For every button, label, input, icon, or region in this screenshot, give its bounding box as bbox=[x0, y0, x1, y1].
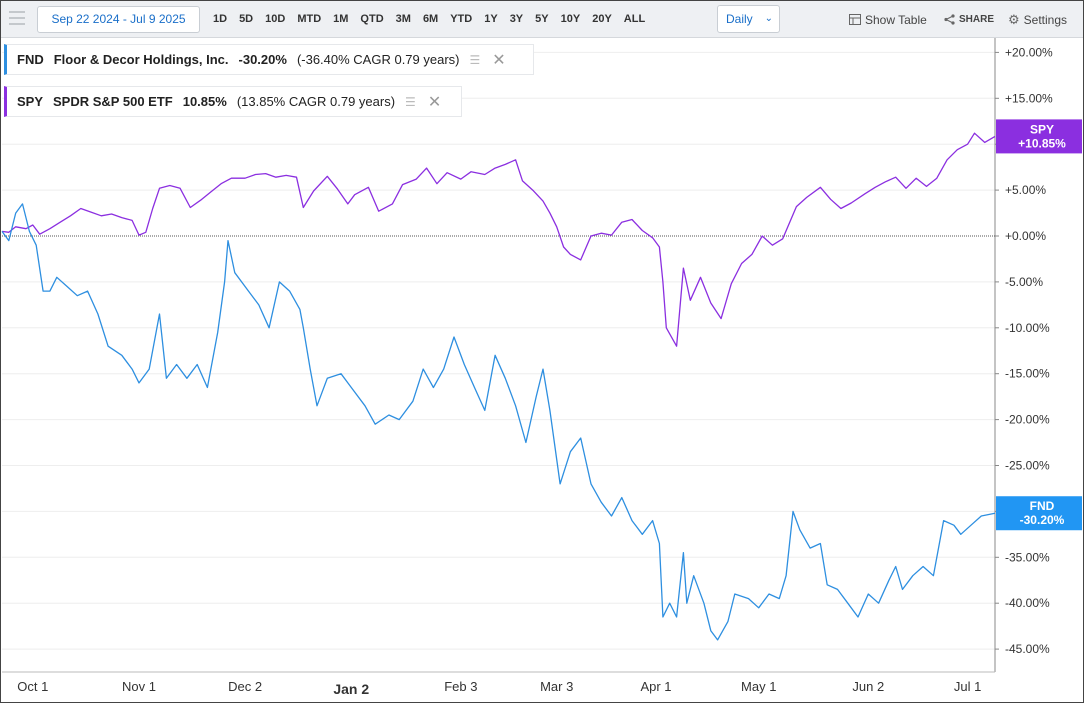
range-button-1y[interactable]: 1Y bbox=[484, 13, 498, 25]
x-tick-label: Jul 1 bbox=[954, 679, 981, 694]
gear-icon: ⚙ bbox=[1008, 11, 1020, 27]
legend-change: 10.85% bbox=[182, 94, 227, 109]
range-button-10d[interactable]: 10D bbox=[265, 13, 286, 25]
x-tick-label: Apr 1 bbox=[640, 679, 671, 694]
gridlines bbox=[2, 51, 999, 650]
x-tick-label: Dec 2 bbox=[228, 679, 262, 694]
y-tick-label: -25.00% bbox=[1005, 459, 1050, 473]
chevron-down-icon: ⌄ bbox=[764, 13, 773, 24]
x-tick-label: Oct 1 bbox=[17, 679, 48, 694]
price-tag-ticker: FND bbox=[1030, 499, 1055, 513]
range-buttons: 1D 5D 10D MTD 1M QTD 3M 6M YTD 1Y 3Y 5Y 10Y 20Y ALL bbox=[207, 1, 651, 38]
x-tick-label: Feb 3 bbox=[444, 679, 477, 694]
settings-button[interactable]: ⚙ Settings bbox=[1008, 1, 1067, 38]
range-button-all[interactable]: ALL bbox=[623, 13, 646, 25]
range-button-6m[interactable]: 6M bbox=[422, 13, 439, 25]
show-table-button[interactable]: Show Table bbox=[849, 1, 927, 38]
settings-label: Settings bbox=[1023, 12, 1068, 27]
y-tick-label: +5.00% bbox=[1005, 183, 1046, 197]
legend-ticker: FND bbox=[17, 52, 44, 67]
range-button-1d[interactable]: 1D bbox=[213, 13, 228, 25]
layers-icon[interactable]: ☰ bbox=[405, 94, 416, 109]
series-line-spy bbox=[1, 132, 996, 347]
range-button-20y[interactable]: 20Y bbox=[592, 13, 612, 25]
range-button-qtd[interactable]: QTD bbox=[360, 13, 384, 25]
close-icon[interactable]: ✕ bbox=[427, 93, 442, 111]
legend-row-spy[interactable]: SPY SPDR S&P 500 ETF 10.85% (13.85% CAGR… bbox=[4, 86, 462, 117]
legend-cagr: (13.85% CAGR 0.79 years) bbox=[236, 94, 396, 109]
legend-name: Floor & Decor Holdings, Inc. bbox=[53, 52, 229, 67]
y-tick-label: +15.00% bbox=[1005, 91, 1053, 105]
x-tick-label: Jan 2 bbox=[333, 681, 369, 697]
x-tick-label: Mar 3 bbox=[540, 679, 573, 694]
layers-icon[interactable]: ☰ bbox=[469, 52, 481, 67]
y-tick-label: -15.00% bbox=[1005, 367, 1050, 381]
price-tag-bg bbox=[996, 119, 1082, 154]
range-button-mtd[interactable]: MTD bbox=[297, 13, 322, 25]
interval-label: Daily bbox=[726, 12, 753, 26]
range-button-5d[interactable]: 5D bbox=[239, 13, 254, 25]
x-tick-label: Nov 1 bbox=[122, 679, 156, 694]
x-tick-label: Jun 2 bbox=[852, 679, 884, 694]
share-button[interactable]: SHARE bbox=[944, 1, 994, 38]
legend-name: SPDR S&P 500 ETF bbox=[53, 94, 173, 109]
y-tick-label: -10.00% bbox=[1005, 321, 1050, 335]
legend-change: -30.20% bbox=[238, 52, 287, 67]
series-group bbox=[1, 132, 996, 641]
legend-ticker: SPY bbox=[17, 94, 44, 109]
menu-icon[interactable] bbox=[9, 11, 25, 25]
y-tick-label: -45.00% bbox=[1005, 642, 1050, 656]
interval-select[interactable]: Daily ⌄ bbox=[717, 5, 780, 33]
x-tick-label: May 1 bbox=[741, 679, 776, 694]
legend-cagr: (-36.40% CAGR 0.79 years) bbox=[296, 52, 460, 67]
range-button-ytd[interactable]: YTD bbox=[450, 13, 473, 25]
range-button-3m[interactable]: 3M bbox=[395, 13, 411, 25]
range-button-3y[interactable]: 3Y bbox=[509, 13, 524, 25]
share-label: SHARE bbox=[959, 13, 995, 25]
legend-row-fnd[interactable]: FND Floor & Decor Holdings, Inc. -30.20%… bbox=[4, 44, 534, 75]
show-table-label: Show Table bbox=[865, 12, 927, 27]
y-tick-label: +0.00% bbox=[1005, 229, 1046, 243]
chart-toolbar: Sep 22 2024 - Jul 9 2025 1D 5D 10D MTD 1M QTD… bbox=[1, 1, 1083, 38]
y-tick-label: -40.00% bbox=[1005, 596, 1050, 610]
date-range-picker[interactable]: Sep 22 2024 - Jul 9 2025 bbox=[37, 6, 200, 33]
price-tag-value: -30.20% bbox=[1020, 513, 1065, 527]
price-tag-value: +10.85% bbox=[1018, 136, 1066, 150]
series-line-fnd bbox=[1, 203, 996, 641]
range-button-5y[interactable]: 5Y bbox=[535, 13, 549, 25]
range-button-1m[interactable]: 1M bbox=[333, 13, 349, 25]
price-tag-ticker: SPY bbox=[1030, 122, 1054, 136]
close-icon[interactable]: ✕ bbox=[492, 51, 506, 69]
y-tick-label: +20.00% bbox=[1005, 45, 1053, 59]
range-button-10y[interactable]: 10Y bbox=[560, 13, 581, 25]
y-tick-label: -20.00% bbox=[1005, 413, 1050, 427]
x-tick-labels: Oct 1 Nov 1 Dec 2 Jan 2 Feb 3 Mar 3 Apr 1 May 1… bbox=[17, 679, 981, 697]
price-tag-fnd: FND-30.20% bbox=[996, 496, 1082, 531]
price-tag-spy: SPY+10.85% bbox=[996, 119, 1082, 154]
y-tick-label: -5.00% bbox=[1005, 275, 1043, 289]
y-tick-label: -35.00% bbox=[1005, 550, 1050, 564]
share-icon bbox=[944, 14, 955, 25]
price-tag-bg bbox=[996, 496, 1082, 531]
table-icon bbox=[849, 14, 861, 25]
price-tags: SPY+10.85% FND-30.20% bbox=[996, 119, 1082, 531]
